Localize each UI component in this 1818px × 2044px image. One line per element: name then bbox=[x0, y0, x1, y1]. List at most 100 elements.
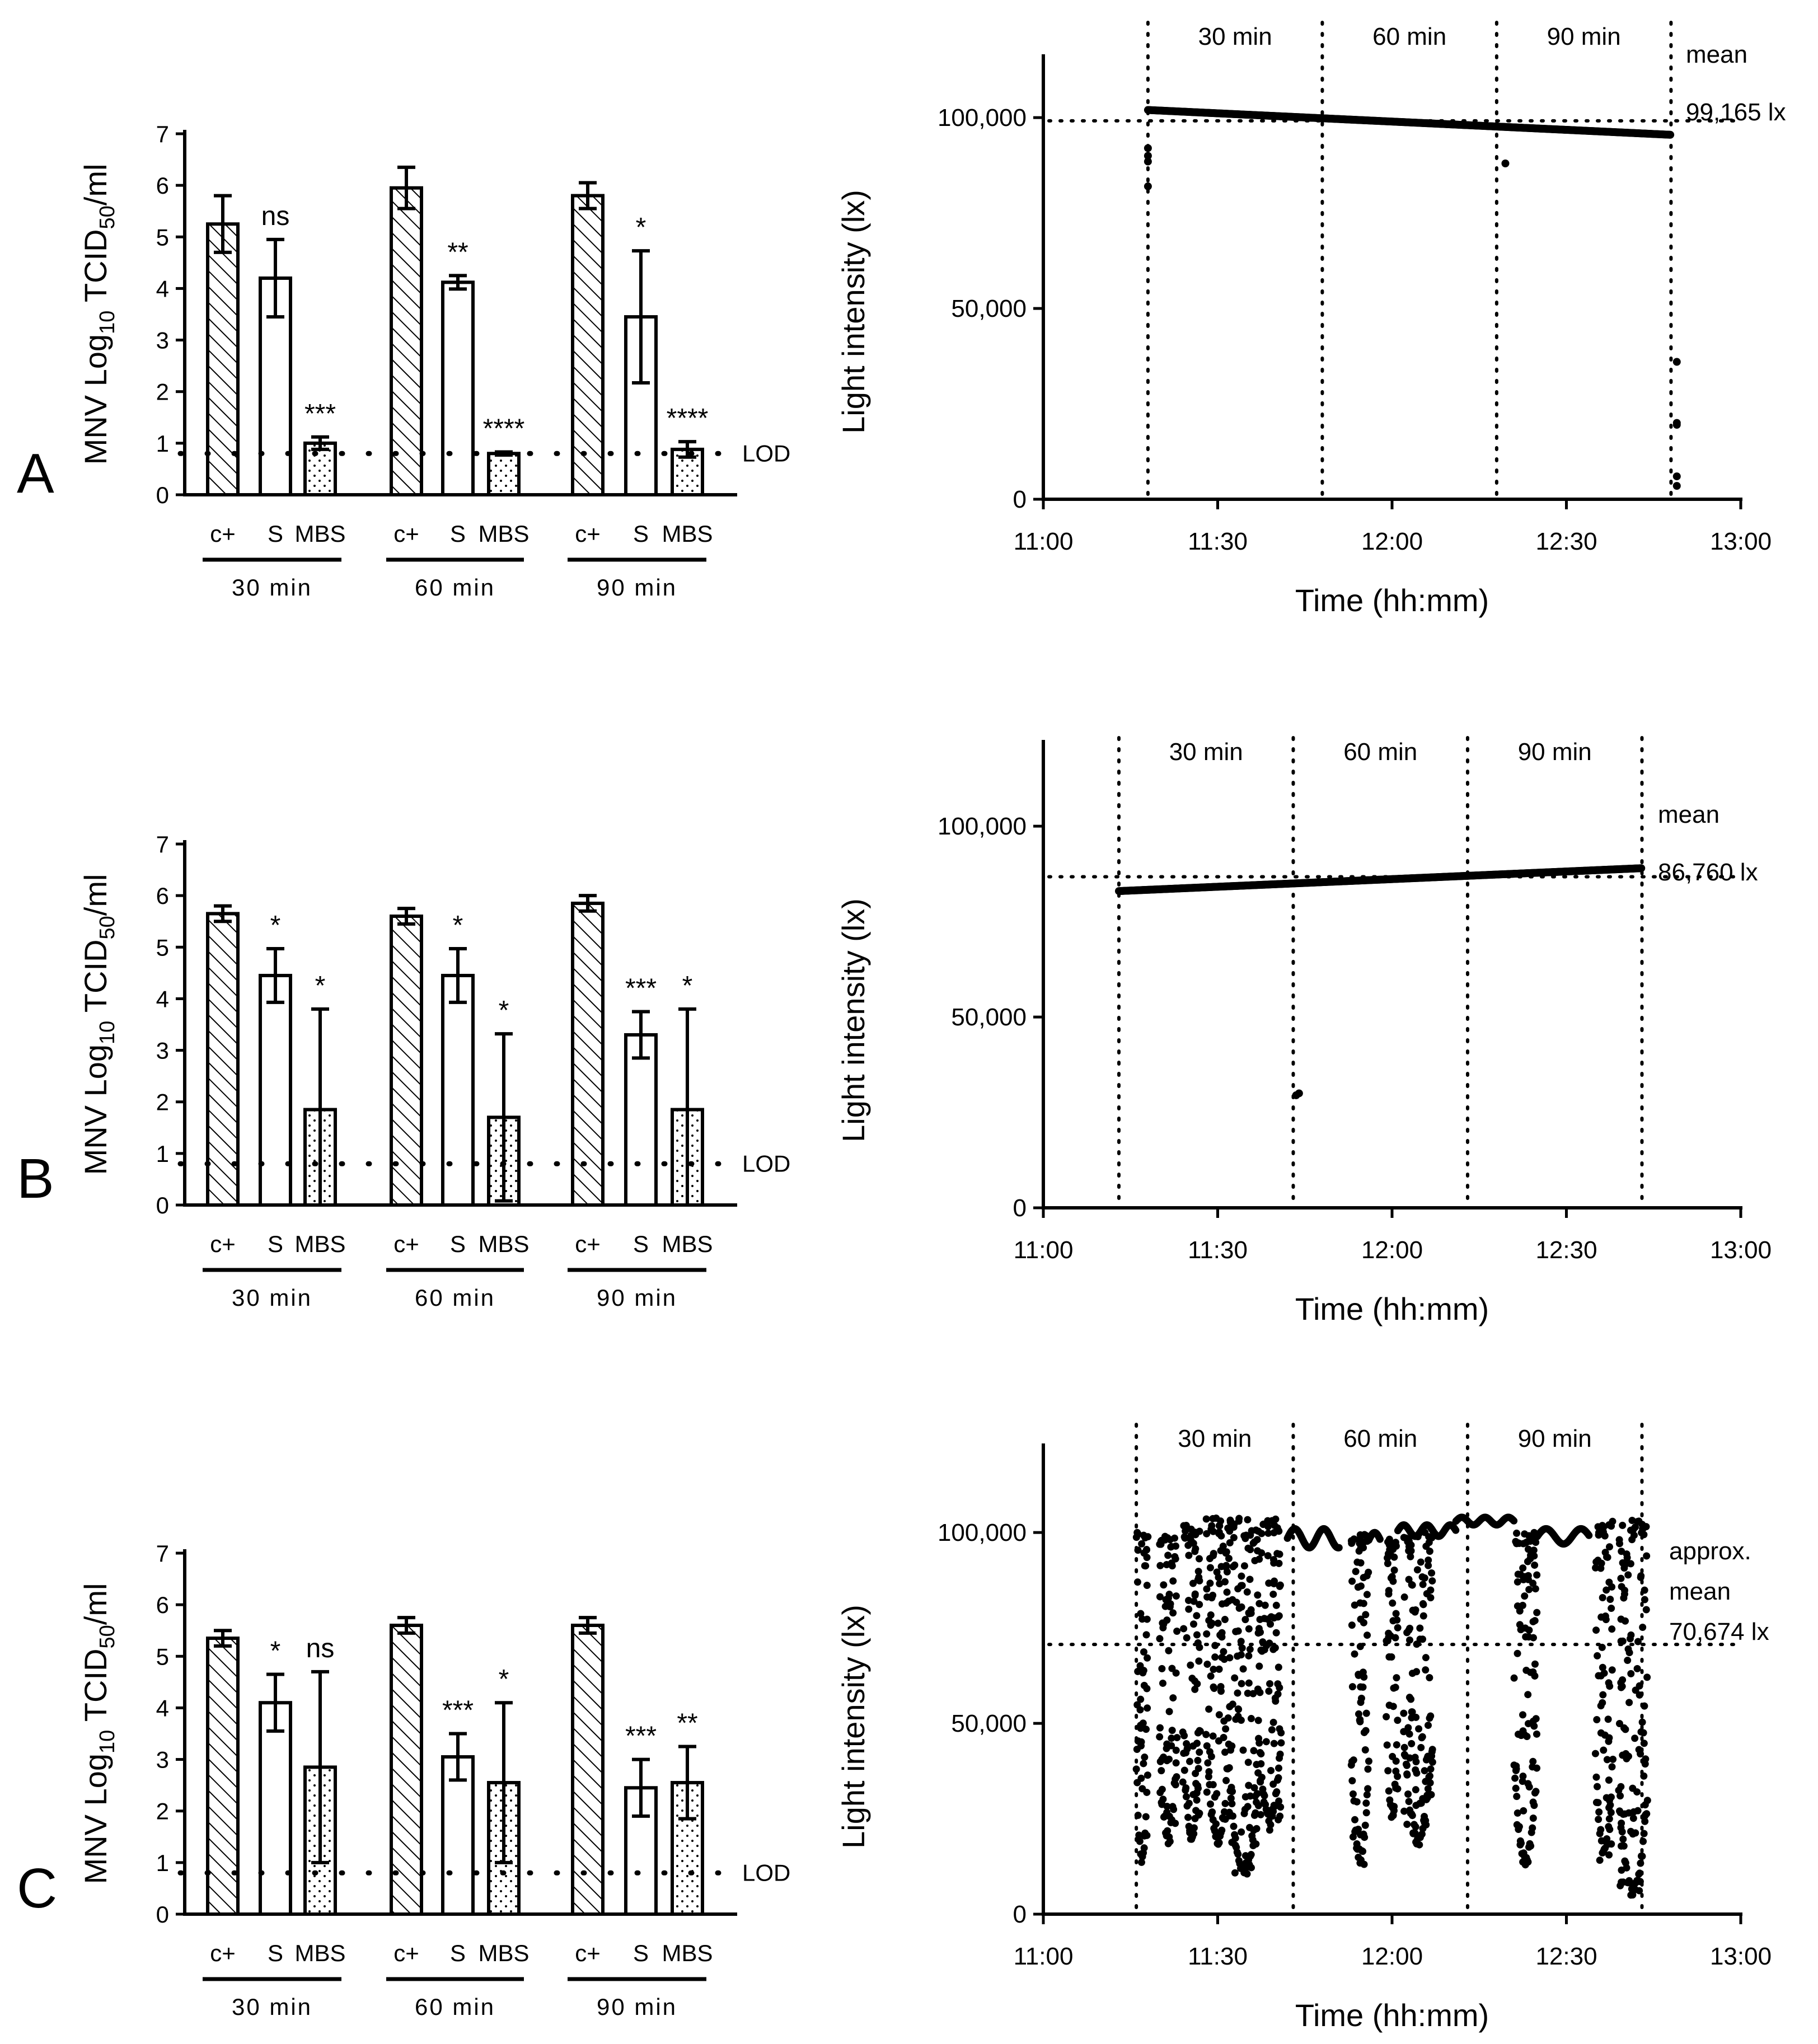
bar-cplus bbox=[390, 915, 423, 1207]
x-category-label: S bbox=[633, 521, 649, 547]
data-point bbox=[1357, 1831, 1365, 1839]
panel-letter-c: C bbox=[17, 1857, 57, 1920]
data-point bbox=[1388, 1653, 1395, 1661]
y-tick-label: 3 bbox=[156, 327, 169, 354]
data-point bbox=[1391, 1684, 1399, 1691]
x-tick-label: 13:00 bbox=[1710, 528, 1772, 555]
data-point bbox=[1348, 1777, 1356, 1785]
data-point bbox=[1606, 1595, 1614, 1603]
x-tick-label: 11:30 bbox=[1188, 528, 1248, 555]
panel-b: B 0 1 2 3 4 5 6 7 MNV Log10 TCID50/ml c+ * S * MBS 30 … bbox=[17, 736, 1772, 1326]
data-point bbox=[1247, 1531, 1254, 1539]
data-point bbox=[1416, 1799, 1424, 1807]
data-point bbox=[1182, 1793, 1190, 1801]
data-point bbox=[1165, 1708, 1173, 1715]
data-point bbox=[1229, 1563, 1237, 1570]
data-point bbox=[1356, 1599, 1364, 1607]
data-point bbox=[1168, 1727, 1176, 1734]
y-tick-label: 0 bbox=[1013, 1901, 1027, 1928]
data-point bbox=[1160, 1581, 1168, 1589]
data-point bbox=[1531, 1561, 1539, 1569]
bar-s bbox=[441, 280, 475, 496]
data-point bbox=[1529, 1757, 1537, 1765]
data-point bbox=[1208, 1522, 1216, 1530]
bar-cplus bbox=[206, 912, 240, 1207]
data-point bbox=[1190, 1620, 1198, 1628]
data-point bbox=[1264, 1615, 1272, 1623]
y-axis-label-part: 10 bbox=[96, 311, 119, 334]
data-point bbox=[1244, 1516, 1252, 1523]
data-point bbox=[1393, 1616, 1401, 1624]
lod-label: LOD bbox=[742, 440, 790, 466]
x-category-label: S bbox=[268, 1940, 283, 1966]
data-point bbox=[1193, 1680, 1201, 1687]
data-point bbox=[1225, 1764, 1233, 1771]
data-point bbox=[1208, 1808, 1216, 1816]
data-point bbox=[1400, 1593, 1408, 1601]
data-point bbox=[1393, 1741, 1400, 1748]
data-point bbox=[1621, 1810, 1629, 1818]
data-point bbox=[1640, 1772, 1648, 1780]
data-point bbox=[1604, 1715, 1612, 1723]
data-point bbox=[1603, 1835, 1611, 1843]
data-point bbox=[1362, 1611, 1370, 1619]
data-point bbox=[1196, 1601, 1203, 1609]
data-point bbox=[1228, 1839, 1236, 1846]
data-point bbox=[1269, 1590, 1277, 1598]
data-point bbox=[1394, 1773, 1402, 1780]
data-point bbox=[1357, 1615, 1365, 1623]
data-point bbox=[1529, 1814, 1537, 1822]
data-point bbox=[1206, 1564, 1214, 1572]
data-point bbox=[1248, 1864, 1255, 1872]
data-point bbox=[1266, 1826, 1273, 1834]
data-point bbox=[1400, 1743, 1408, 1751]
x-tick-label: 11:00 bbox=[1014, 528, 1074, 555]
data-point bbox=[1385, 1633, 1393, 1641]
data-point bbox=[1257, 1646, 1265, 1654]
data-point bbox=[1257, 1811, 1264, 1818]
interval-label: 60 min bbox=[1372, 23, 1446, 50]
data-point bbox=[1501, 160, 1510, 167]
significance-label: *** bbox=[625, 1722, 657, 1751]
data-point bbox=[1270, 1740, 1278, 1747]
data-point bbox=[1672, 358, 1681, 366]
data-point bbox=[1143, 1582, 1151, 1590]
data-point bbox=[1362, 1709, 1370, 1717]
data-point bbox=[1228, 1800, 1236, 1808]
mean-label: mean bbox=[1669, 1578, 1731, 1605]
data-point bbox=[1422, 1666, 1430, 1674]
data-point bbox=[1275, 1559, 1283, 1567]
group-label: 60 min bbox=[415, 1994, 495, 2020]
data-point bbox=[1427, 1594, 1435, 1602]
data-point bbox=[1605, 1543, 1613, 1551]
data-point bbox=[1180, 1522, 1188, 1530]
data-point bbox=[1335, 1544, 1343, 1551]
data-point bbox=[1533, 1730, 1540, 1738]
data-point bbox=[1524, 1545, 1532, 1553]
y-axis-label-part: 50 bbox=[96, 916, 119, 939]
data-point bbox=[1530, 1552, 1538, 1560]
interval-label: 30 min bbox=[1178, 1425, 1252, 1452]
data-point bbox=[1392, 1784, 1400, 1792]
data-point bbox=[1422, 1821, 1430, 1829]
data-point bbox=[1185, 1799, 1193, 1807]
data-point bbox=[1643, 1673, 1651, 1681]
y-tick-label: 4 bbox=[156, 1695, 169, 1721]
data-point bbox=[1251, 1792, 1259, 1800]
data-point bbox=[1276, 1550, 1283, 1558]
data-point bbox=[1254, 1591, 1262, 1599]
data-point bbox=[1265, 1579, 1273, 1587]
data-point bbox=[1220, 1648, 1227, 1656]
data-point bbox=[1265, 1687, 1273, 1695]
data-point bbox=[1184, 1813, 1192, 1821]
data-point bbox=[1276, 1684, 1283, 1691]
bar-s bbox=[259, 973, 292, 1207]
data-point bbox=[1519, 1711, 1527, 1719]
data-point bbox=[1641, 1596, 1648, 1604]
data-point bbox=[1218, 1600, 1226, 1608]
data-point bbox=[1594, 1652, 1601, 1659]
data-point bbox=[1215, 1665, 1223, 1673]
data-point bbox=[1452, 1526, 1460, 1534]
data-point bbox=[1203, 1788, 1211, 1796]
data-point bbox=[1192, 1780, 1200, 1788]
